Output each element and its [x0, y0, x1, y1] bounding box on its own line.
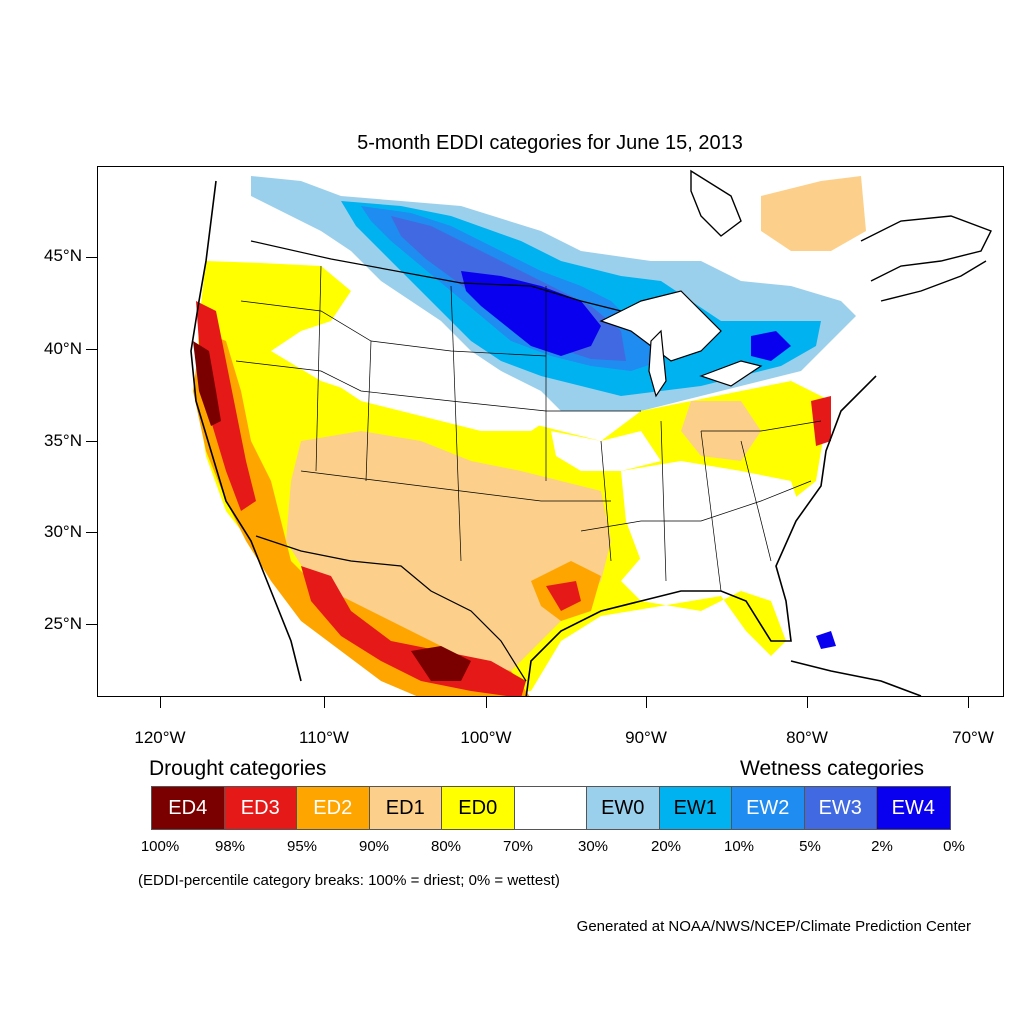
lake-michigan [648, 329, 667, 398]
cuba-coast [790, 660, 922, 696]
percentile-label: 70% [502, 838, 534, 855]
dry-ed3-texas-coast [546, 581, 581, 611]
percentile-label: 98% [214, 838, 246, 855]
lat-tick-40n [86, 349, 97, 350]
lon-label-80w: 80°W [786, 728, 828, 747]
category-breaks-note: (EDDI-percentile category breaks: 100% =… [138, 872, 560, 889]
lake-erie [699, 360, 763, 387]
wetness-categories-heading: Wetness categories [740, 757, 925, 780]
lat-label-30n: 30°N [44, 522, 82, 541]
credit-line: Generated at NOAA/NWS/NCEP/Climate Predi… [576, 918, 971, 935]
lon-tick-110w [324, 697, 325, 708]
lat-tick-30n [86, 532, 97, 533]
dry-ed3-region [196, 301, 256, 511]
gulf-coastline [525, 375, 877, 696]
lon-tick-80w [807, 697, 808, 708]
drought-categories-heading: Drought categories [149, 757, 327, 780]
legend-ew4: EW4 [877, 787, 950, 829]
wet-ew4-region-east [751, 331, 791, 361]
lat-tick-35n [86, 441, 97, 442]
us-mexico-border [255, 535, 527, 682]
dry-ed1-northeast-canada [761, 176, 866, 251]
percentile-label: 0% [943, 838, 965, 855]
great-lakes-outline [599, 290, 722, 362]
legend-ed1: ED1 [369, 787, 442, 829]
lon-label-100w: 100°W [460, 728, 512, 747]
map-title: 5-month EDDI categories for June 15, 201… [357, 132, 743, 154]
lon-tick-100w [486, 697, 487, 708]
lon-label-120w: 120°W [134, 728, 186, 747]
percentile-label: 30% [577, 838, 609, 855]
dry-ed4-mexico [411, 646, 471, 681]
percentile-label: 90% [358, 838, 390, 855]
state-boundaries [235, 265, 822, 592]
us-canada-border [250, 240, 622, 312]
percentile-label: 20% [650, 838, 682, 855]
percentile-label: 100% [140, 838, 180, 855]
lat-label-45n: 45°N [44, 246, 82, 265]
normal-region-plains [321, 321, 561, 431]
percentile-label: 5% [799, 838, 821, 855]
lon-tick-120w [160, 697, 161, 708]
eddi-map [190, 169, 992, 696]
lon-tick-70w [968, 697, 969, 708]
west-coastline [190, 180, 302, 682]
lat-label-40n: 40°N [44, 339, 82, 358]
normal-region-midwest [551, 431, 661, 471]
gulf-of-st-lawrence-coast [860, 215, 992, 282]
nova-scotia-coast [880, 260, 987, 302]
legend-ed3: ED3 [224, 787, 297, 829]
dry-ed4-california [193, 341, 221, 426]
lat-label-35n: 35°N [44, 431, 82, 450]
legend-ew2: EW2 [732, 787, 805, 829]
legend-ew1: EW1 [659, 787, 732, 829]
percentile-label: 95% [286, 838, 318, 855]
legend-ed0: ED0 [442, 787, 515, 829]
lat-label-25n: 25°N [44, 614, 82, 633]
category-legend: ED4 ED3 ED2 ED1 ED0 EW0 EW1 EW2 EW3 EW4 [151, 786, 951, 830]
percentile-label: 10% [723, 838, 755, 855]
legend-ew0: EW0 [587, 787, 660, 829]
wet-ew4-region [461, 271, 601, 356]
lat-tick-25n [86, 624, 97, 625]
lon-label-90w: 90°W [625, 728, 667, 747]
legend-normal [514, 787, 587, 829]
lon-label-110w: 110°W [299, 728, 349, 747]
hudson-bay-coast [690, 169, 742, 237]
map-panel [97, 166, 1004, 697]
legend-ed2: ED2 [297, 787, 370, 829]
lon-label-70w: 70°W [952, 728, 994, 747]
percentile-label: 2% [871, 838, 893, 855]
legend-ew3: EW3 [804, 787, 877, 829]
percentile-label: 80% [430, 838, 462, 855]
lon-tick-90w [646, 697, 647, 708]
lat-tick-45n [86, 257, 97, 258]
legend-ed4: ED4 [152, 787, 225, 829]
bahamas-wet [816, 631, 836, 649]
normal-region-south [621, 461, 801, 571]
